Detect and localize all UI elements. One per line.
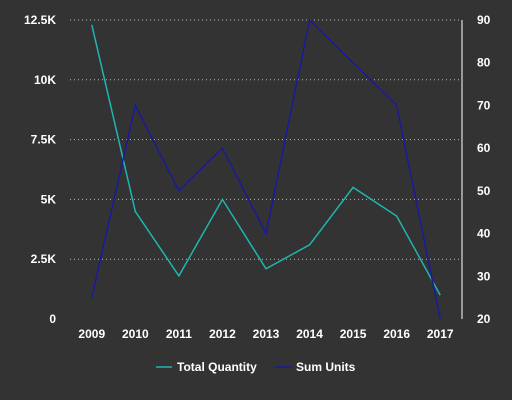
- legend-label: Total Quantity: [177, 360, 257, 374]
- right-axis-ticks: 20 30 40 50 60 70 80 90: [477, 13, 491, 326]
- legend-item[interactable]: Total Quantity: [156, 360, 257, 374]
- right-tick-label: 30: [477, 269, 491, 283]
- right-tick-label: 70: [477, 98, 491, 112]
- right-tick-label: 20: [477, 312, 491, 326]
- x-tick-label: 2017: [427, 327, 454, 341]
- left-axis-ticks: 0 2.5K 5K 7.5K 10K 12.5K: [24, 13, 56, 326]
- x-tick-label: 2016: [383, 327, 410, 341]
- left-tick-label: 10K: [34, 73, 56, 87]
- right-tick-label: 80: [477, 56, 491, 70]
- x-tick-label: 2009: [78, 327, 105, 341]
- right-tick-label: 90: [477, 13, 491, 27]
- legend-item[interactable]: Sum Units: [275, 360, 356, 374]
- right-tick-label: 40: [477, 227, 491, 241]
- legend[interactable]: Total Quantity Sum Units: [156, 360, 356, 374]
- left-tick-label: 5K: [41, 192, 57, 206]
- x-tick-label: 2012: [209, 327, 236, 341]
- gridlines: [70, 19, 462, 260]
- right-tick-label: 60: [477, 141, 491, 155]
- left-tick-label: 2.5K: [31, 252, 57, 266]
- left-tick-label: 0: [49, 312, 56, 326]
- series-line-total-quantity: [91, 24, 441, 296]
- series-lines: [91, 18, 441, 320]
- left-tick-label: 12.5K: [24, 13, 56, 27]
- legend-label: Sum Units: [296, 360, 356, 374]
- x-tick-label: 2013: [253, 327, 280, 341]
- left-tick-label: 7.5K: [31, 133, 57, 147]
- series-line-sum-units: [91, 18, 441, 320]
- x-tick-label: 2010: [122, 327, 149, 341]
- x-tick-label: 2011: [166, 327, 192, 341]
- x-axis-ticks: 2009 2010 2011 2012 2013 2014 2015 2016 2017: [78, 327, 453, 341]
- right-tick-label: 50: [477, 184, 491, 198]
- x-tick-label: 2014: [296, 327, 323, 341]
- x-tick-label: 2015: [340, 327, 367, 341]
